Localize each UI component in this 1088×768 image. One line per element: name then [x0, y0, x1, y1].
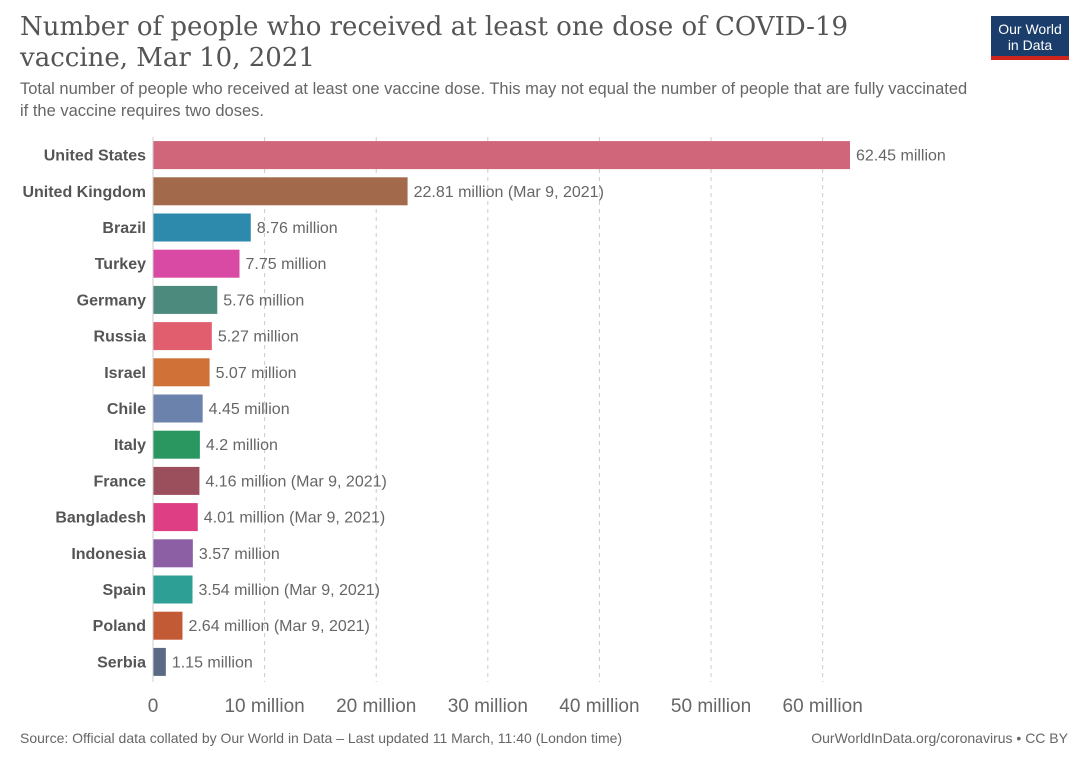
bar: [153, 141, 850, 170]
category-label: France: [94, 473, 147, 490]
x-tick-label: 0: [148, 696, 159, 717]
category-label: Serbia: [97, 654, 146, 671]
value-label: 62.45 million: [856, 148, 946, 165]
bar: [153, 394, 203, 423]
category-label: Poland: [93, 618, 146, 635]
bar: [153, 503, 198, 532]
bar: [153, 285, 218, 314]
bar: [153, 358, 210, 387]
x-tick-label: 60 million: [783, 696, 863, 717]
x-tick-label: 30 million: [448, 696, 528, 717]
value-label: 22.81 million (Mar 9, 2021): [414, 184, 604, 201]
bar: [153, 575, 193, 604]
bar: [153, 647, 166, 676]
category-label: Germany: [77, 292, 146, 309]
logo-line-2: in Data: [1007, 37, 1053, 53]
value-label: 5.07 million: [216, 365, 297, 382]
value-label: 5.76 million: [223, 292, 304, 309]
x-tick-label: 50 million: [671, 696, 751, 717]
value-label: 7.75 million: [245, 256, 326, 273]
category-label: Israel: [104, 365, 146, 382]
category-label: Italy: [114, 437, 146, 454]
bar: [153, 177, 408, 206]
category-label: Spain: [102, 582, 146, 599]
value-label: 3.57 million: [199, 546, 280, 563]
credit-link[interactable]: OurWorldInData.org/coronavirus • CC BY: [811, 730, 1068, 746]
category-label: Russia: [94, 329, 147, 346]
category-label: United Kingdom: [22, 184, 146, 201]
value-label: 4.16 million (Mar 9, 2021): [205, 473, 386, 490]
value-label: 4.01 million (Mar 9, 2021): [204, 510, 385, 527]
chart-subtitle: Total number of people who received at l…: [20, 80, 968, 120]
x-tick-label: 40 million: [559, 696, 639, 717]
category-label: Turkey: [95, 256, 146, 273]
bar: [153, 430, 200, 459]
value-label: 5.27 million: [218, 329, 299, 346]
bar: [153, 539, 193, 568]
value-label: 4.2 million: [206, 437, 278, 454]
value-label: 4.45 million: [209, 401, 290, 418]
source-note: Source: Official data collated by Our Wo…: [20, 730, 623, 746]
category-label: Chile: [107, 401, 146, 418]
category-label: Indonesia: [71, 546, 146, 563]
x-tick-label: 20 million: [336, 696, 416, 717]
category-label: United States: [44, 148, 146, 165]
value-label: 1.15 million: [172, 654, 253, 671]
bar: [153, 611, 183, 640]
value-label: 3.54 million (Mar 9, 2021): [199, 582, 380, 599]
owid-logo[interactable]: Our World in Data: [991, 16, 1069, 60]
category-label: Bangladesh: [55, 510, 146, 527]
category-label: Brazil: [102, 220, 146, 237]
bar: [153, 466, 200, 495]
value-label: 2.64 million (Mar 9, 2021): [188, 618, 369, 635]
chart-title: Number of people who received at least o…: [20, 12, 849, 73]
bar: [153, 213, 251, 242]
x-tick-label: 10 million: [224, 696, 304, 717]
bar: [153, 322, 212, 351]
value-label: 8.76 million: [257, 220, 338, 237]
bar: [153, 249, 240, 278]
logo-line-1: Our World: [998, 21, 1062, 37]
